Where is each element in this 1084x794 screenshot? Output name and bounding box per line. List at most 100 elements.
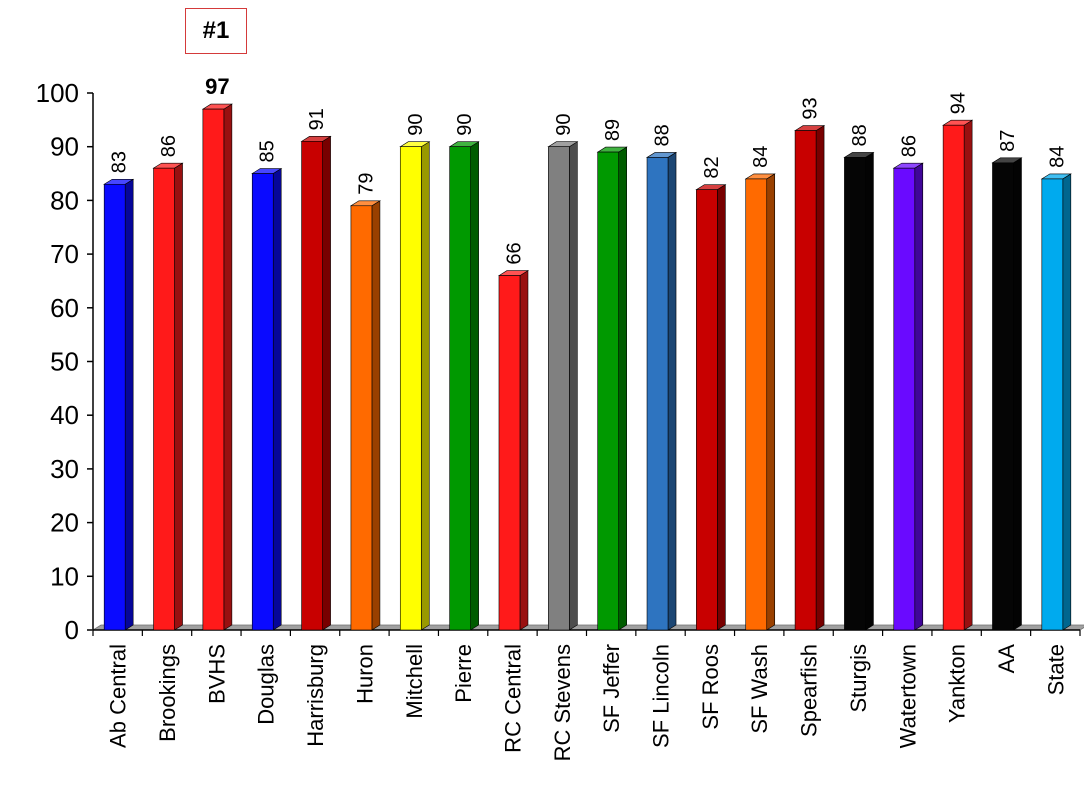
bar-side: [420, 141, 430, 631]
bar: [645, 151, 678, 631]
bar-front: [103, 183, 126, 631]
bar-front: [399, 146, 422, 631]
bar: [794, 125, 826, 631]
bars: [103, 103, 1072, 631]
bar-front: [202, 108, 225, 631]
x-tick-label: RC Stevens: [550, 644, 575, 761]
bar: [547, 141, 579, 631]
bar-front: [696, 189, 718, 631]
value-label: 85: [257, 140, 279, 162]
bar: [843, 151, 875, 631]
x-tick-label: AA: [994, 644, 1019, 674]
bar-side: [470, 141, 479, 631]
x-tick-label: Huron: [352, 644, 377, 704]
bar-side: [865, 151, 874, 631]
bar-front: [893, 167, 916, 631]
y-tick-label: 30: [50, 454, 79, 484]
bar-side: [914, 162, 924, 631]
value-labels: 83 86 97 85 91 79 90 90 66 90 89 88 82 84 93 88 86 94 87 84: [109, 74, 1069, 264]
x-tick-label: Brookings: [155, 644, 180, 742]
bar-side: [569, 141, 578, 631]
value-label: 89: [602, 119, 624, 141]
y-tick-label: 100: [36, 78, 79, 108]
bar-front: [745, 178, 768, 631]
x-tick-label: SF Lincoln: [649, 644, 674, 748]
y-tick-label: 60: [50, 293, 79, 323]
bar: [201, 103, 233, 631]
chart-floor: [91, 624, 1084, 636]
value-label: 88: [652, 124, 674, 146]
bar: [251, 168, 283, 631]
bar-side: [322, 135, 331, 631]
x-tick-label: State: [1043, 644, 1068, 695]
x-tick-label: Spearfish: [797, 644, 822, 737]
bar-side: [717, 184, 726, 631]
value-label: 97: [205, 74, 229, 99]
bar-side: [766, 173, 776, 631]
value-label: 66: [503, 242, 525, 264]
bar: [448, 141, 480, 631]
bar-front: [942, 124, 965, 631]
bar: [300, 135, 332, 631]
bar-front: [350, 205, 373, 631]
bar-side: [815, 125, 825, 631]
bar-side: [124, 178, 134, 631]
y-tick-label: 40: [50, 400, 79, 430]
x-tick-label: Pierre: [451, 644, 476, 703]
value-label: 90: [553, 113, 575, 135]
value-label: 88: [849, 124, 871, 146]
bar-front: [794, 130, 817, 631]
value-label: 83: [109, 151, 131, 173]
bar: [103, 178, 135, 631]
bar-front: [449, 146, 471, 631]
bar: [744, 173, 776, 631]
bar-side: [1062, 173, 1072, 631]
value-label: 84: [1046, 146, 1068, 168]
x-tick-label: Sturgis: [846, 644, 871, 712]
y-tick-label: 20: [50, 508, 79, 538]
bar-front: [548, 146, 570, 631]
bar: [152, 162, 184, 631]
y-tick-label: 10: [50, 561, 79, 591]
value-label: 86: [898, 135, 920, 157]
bar-front: [1041, 178, 1064, 631]
x-tick-label: Douglas: [254, 644, 279, 725]
bar-side: [1013, 157, 1022, 631]
x-tick-label: BVHS: [204, 644, 229, 704]
rank-annotation: #1: [185, 8, 247, 54]
bar: [1040, 173, 1072, 631]
bar-front: [498, 275, 521, 631]
value-label: 93: [800, 97, 822, 119]
bar-side: [174, 162, 183, 631]
value-label: 79: [355, 173, 377, 195]
bar-side: [223, 103, 233, 631]
bar-side: [272, 168, 282, 631]
bar-side: [963, 119, 973, 631]
bar-front: [301, 141, 323, 631]
value-label: 86: [158, 135, 180, 157]
bar-front: [597, 151, 619, 631]
value-label: 87: [997, 130, 1019, 152]
value-label: 90: [405, 113, 427, 135]
bar-front: [251, 173, 274, 631]
y-tick-label: 0: [65, 615, 79, 645]
y-tick-label: 70: [50, 239, 79, 269]
x-tick-label: Harrisburg: [303, 644, 328, 747]
x-tick-label: SF Wash: [747, 644, 772, 734]
bar: [399, 141, 431, 631]
value-label: 84: [750, 146, 772, 168]
bar: [497, 270, 530, 631]
value-label: 82: [701, 156, 723, 178]
bar: [596, 146, 628, 631]
bar-side: [618, 146, 627, 631]
bar: [892, 162, 924, 631]
x-tick-label: Ab Central: [106, 644, 131, 748]
x-axis-labels: Ab Central Brookings BVHS Douglas Harrisburg…: [106, 644, 1069, 762]
x-tick-label: Yankton: [945, 644, 970, 723]
value-label: 94: [948, 92, 970, 114]
x-tick-label: SF Jeffer: [599, 644, 624, 733]
value-label: 90: [454, 113, 476, 135]
bar-front: [844, 157, 866, 631]
bar: [942, 119, 974, 631]
